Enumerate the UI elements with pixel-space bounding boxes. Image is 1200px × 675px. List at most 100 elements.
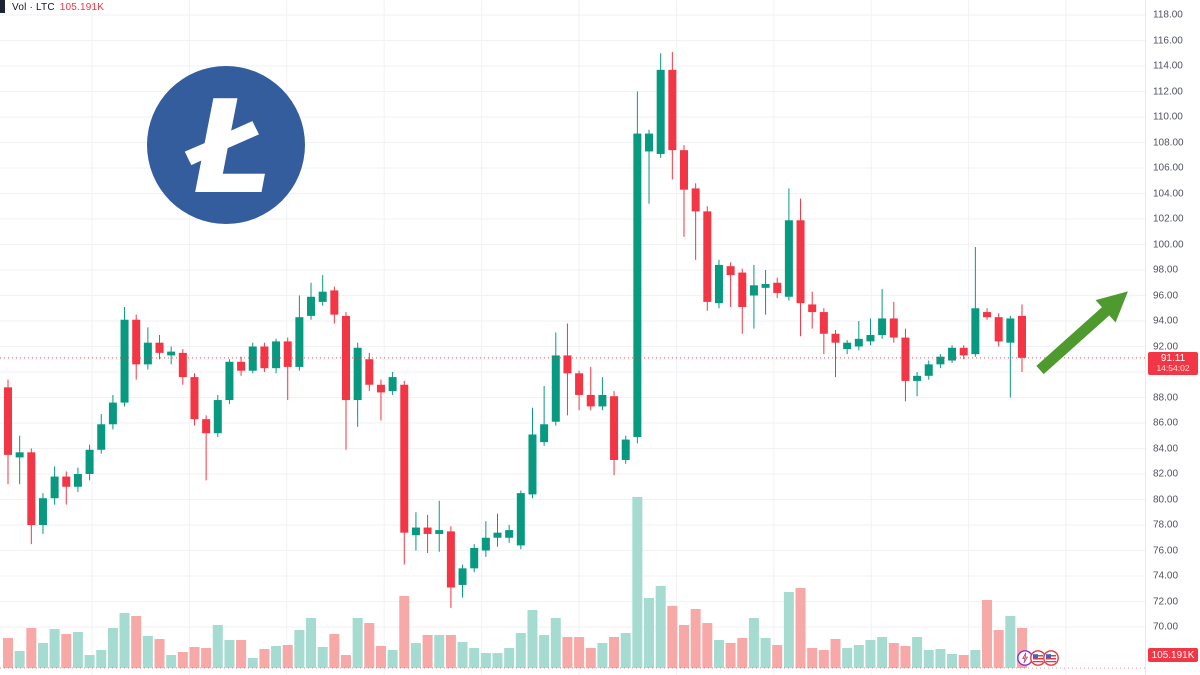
volume-bar (317, 647, 328, 668)
candle-up (167, 351, 176, 356)
volume-bar (609, 637, 620, 668)
candle-up (120, 319, 129, 403)
candle-up (493, 532, 502, 538)
candle-up (878, 318, 887, 336)
price-tick-label: 104.00 (1153, 188, 1184, 199)
candle-up (353, 347, 362, 401)
price-tick-label: 82.00 (1153, 468, 1179, 480)
volume-bar (958, 655, 969, 668)
candle-up (761, 284, 770, 288)
volume-bar (399, 596, 410, 668)
volume-bar (49, 629, 60, 668)
price-tick-label: 110.00 (1153, 111, 1183, 123)
candle-up (621, 439, 630, 460)
volume-bar (830, 639, 841, 668)
candle-down (132, 319, 141, 365)
price-tick-label: 76.00 (1153, 545, 1179, 556)
trend-arrow-up (1036, 291, 1128, 375)
volume-bar (993, 630, 1004, 668)
candle-down (1017, 315, 1026, 358)
volume-bar (877, 637, 888, 668)
flag-badge-icon[interactable] (1043, 650, 1059, 666)
candle-down (703, 211, 712, 302)
volume-bar (340, 655, 351, 668)
candle-up (85, 449, 94, 474)
window-edge-mark (0, 0, 5, 13)
volume-bar (247, 658, 258, 668)
candle-up (971, 308, 980, 355)
candle-down (808, 304, 817, 313)
volume-bar (539, 635, 550, 668)
volume-bar (201, 648, 212, 668)
volume-bar (422, 635, 433, 668)
candle-up (551, 355, 560, 422)
price-tick-label: 92.00 (1153, 341, 1179, 352)
volume-bar (352, 618, 363, 668)
candle-down (679, 150, 688, 190)
candle-down (726, 266, 735, 276)
candle-up (411, 527, 420, 536)
volume-bar (515, 633, 526, 668)
volume-bar (259, 649, 270, 668)
volume-bar (772, 645, 783, 668)
volume-bar (282, 645, 293, 668)
volume-bar (690, 609, 701, 668)
volume-bar (364, 623, 375, 668)
candle-up (598, 394, 607, 407)
volume-bar (294, 630, 305, 668)
reaction-badges (1017, 650, 1059, 666)
volume-bar (818, 650, 829, 668)
indicator-legend[interactable]: Vol · LTC 105.191K (12, 2, 104, 13)
volume-bar (912, 637, 923, 668)
candle-up (516, 493, 525, 546)
volume-bar (760, 638, 771, 668)
candle-down (796, 220, 805, 304)
volume-bar (597, 643, 608, 668)
candle-up (108, 402, 117, 425)
volume-bar (807, 648, 818, 668)
candle-down (178, 352, 187, 378)
candle-up (749, 285, 758, 296)
candle-up (15, 452, 24, 458)
candle-down (260, 346, 269, 369)
volume-bar (434, 635, 445, 668)
candle-up (318, 291, 327, 302)
candle-up (73, 474, 82, 487)
volume-bar (783, 592, 794, 668)
volume-bar (562, 637, 573, 668)
volume-bar (888, 643, 899, 668)
volume-bar (737, 638, 748, 668)
volume-bar (644, 598, 655, 668)
candle-down (365, 359, 374, 385)
price-axis[interactable]: 70.00 72.00 74.00 76.00 78.00 80.00 82.00 84.00… (1145, 0, 1200, 675)
indicator-label: Vol · LTC (12, 2, 55, 13)
candle-up (656, 69, 665, 154)
candle-down (738, 272, 747, 307)
volume-bar (795, 588, 806, 668)
volume-bar (37, 643, 48, 668)
volume-bar (224, 640, 235, 668)
candle-up (458, 568, 467, 585)
candle-down (586, 394, 595, 407)
candle-up (213, 400, 222, 434)
price-tick-label: 74.00 (1153, 570, 1179, 582)
candle-up (924, 364, 933, 376)
candle-up (295, 317, 304, 367)
volume-value-flag: 105.191K (1148, 648, 1198, 662)
volume-bar (702, 623, 713, 668)
price-tick-label: 78.00 (1153, 519, 1179, 531)
volume-bar (154, 639, 165, 668)
volume-bar (469, 648, 480, 668)
volume-bar (492, 653, 503, 668)
price-tick-label: 112.00 (1153, 86, 1183, 97)
price-tick-label: 114.00 (1153, 60, 1183, 72)
candle-down (446, 531, 455, 588)
candle-down (27, 452, 36, 525)
candle-down (610, 396, 619, 460)
candle-down (575, 373, 584, 395)
candle-down (237, 361, 246, 371)
indicator-value: 105.191K (59, 2, 105, 13)
candle-up (645, 133, 654, 152)
price-tick-label: 86.00 (1153, 417, 1179, 429)
